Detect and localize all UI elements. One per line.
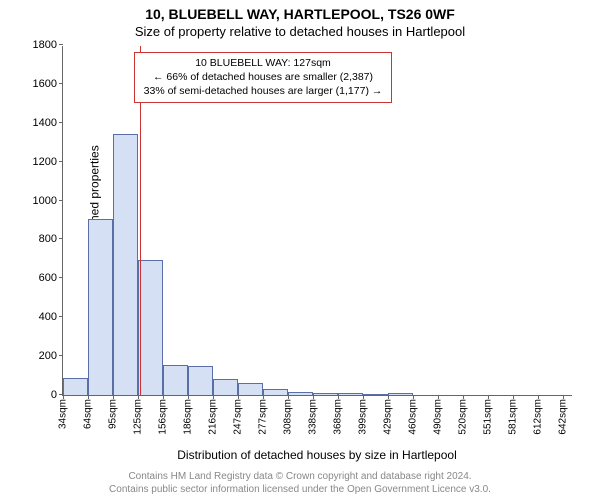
histogram-bar xyxy=(113,134,138,395)
y-tick-label: 1600 xyxy=(33,78,63,90)
chart-container: { "title": "10, BLUEBELL WAY, HARTLEPOOL… xyxy=(0,0,600,500)
x-tick-label: 338sqm xyxy=(308,395,319,435)
histogram-bar xyxy=(338,393,364,395)
footer-line-2: Contains public sector information licen… xyxy=(0,483,600,496)
y-tick-label: 600 xyxy=(39,272,63,284)
x-tick-label: 64sqm xyxy=(82,395,93,429)
histogram-bar xyxy=(263,389,289,395)
histogram-bar xyxy=(388,393,414,395)
x-tick-label: 429sqm xyxy=(382,395,393,435)
x-tick-label: 186sqm xyxy=(183,395,194,435)
annotation-box: 10 BLUEBELL WAY: 127sqm ← 66% of detache… xyxy=(134,52,392,103)
histogram-bar xyxy=(88,219,114,395)
y-tick-label: 400 xyxy=(39,311,63,323)
x-tick-label: 156sqm xyxy=(158,395,169,435)
histogram-bar xyxy=(238,383,263,395)
x-tick-label: 95sqm xyxy=(108,395,119,429)
footer-line-1: Contains HM Land Registry data © Crown c… xyxy=(0,470,600,483)
y-tick-label: 1400 xyxy=(33,117,63,129)
x-tick-label: 551sqm xyxy=(483,395,494,435)
x-tick-label: 34sqm xyxy=(58,395,69,429)
x-tick-label: 460sqm xyxy=(408,395,419,435)
x-axis-label: Distribution of detached houses by size … xyxy=(62,448,572,462)
chart-subtitle: Size of property relative to detached ho… xyxy=(0,22,600,39)
annotation-line-2: ← 66% of detached houses are smaller (2,… xyxy=(141,70,385,84)
y-tick-label: 1800 xyxy=(33,39,63,51)
histogram-bar xyxy=(363,394,388,395)
histogram-bar xyxy=(138,260,164,395)
chart-title: 10, BLUEBELL WAY, HARTLEPOOL, TS26 0WF xyxy=(0,0,600,22)
annotation-line-3: 33% of semi-detached houses are larger (… xyxy=(141,84,385,98)
x-tick-label: 308sqm xyxy=(283,395,294,435)
histogram-bar xyxy=(288,392,313,395)
y-tick-label: 200 xyxy=(39,350,63,362)
x-tick-label: 612sqm xyxy=(533,395,544,435)
x-tick-label: 216sqm xyxy=(207,395,218,435)
histogram-bar xyxy=(313,393,338,395)
x-tick-label: 490sqm xyxy=(433,395,444,435)
y-tick-label: 1200 xyxy=(33,156,63,168)
x-tick-label: 277sqm xyxy=(257,395,268,435)
footer-attribution: Contains HM Land Registry data © Crown c… xyxy=(0,470,600,496)
y-tick-label: 800 xyxy=(39,233,63,245)
x-tick-label: 368sqm xyxy=(332,395,343,435)
histogram-bar xyxy=(213,379,239,395)
histogram-bar xyxy=(63,378,88,396)
x-tick-label: 399sqm xyxy=(358,395,369,435)
x-tick-label: 520sqm xyxy=(457,395,468,435)
x-tick-label: 247sqm xyxy=(233,395,244,435)
x-tick-label: 125sqm xyxy=(132,395,143,435)
histogram-bar xyxy=(163,365,188,395)
y-tick-label: 1000 xyxy=(33,195,63,207)
x-tick-label: 642sqm xyxy=(558,395,569,435)
x-tick-label: 581sqm xyxy=(507,395,518,435)
annotation-line-1: 10 BLUEBELL WAY: 127sqm xyxy=(141,56,385,70)
histogram-bar xyxy=(188,366,213,395)
